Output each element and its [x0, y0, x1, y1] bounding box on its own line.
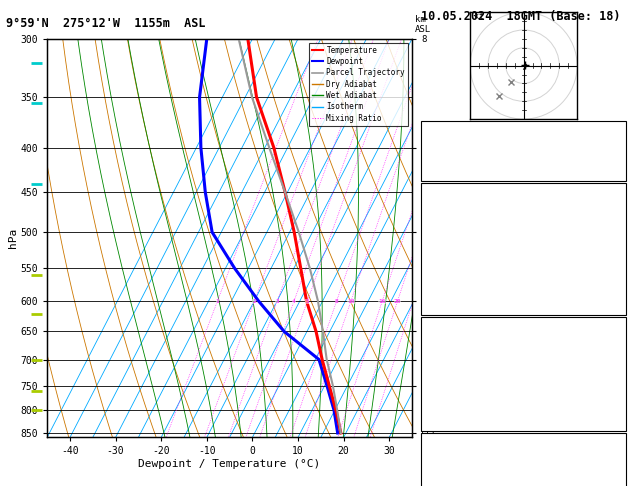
Text: © weatheronline.co.uk: © weatheronline.co.uk: [467, 474, 580, 483]
Text: SREH: SREH: [429, 471, 452, 480]
Text: Temp (°C): Temp (°C): [429, 203, 481, 212]
Text: 33: 33: [608, 124, 620, 133]
Text: 347: 347: [603, 355, 620, 364]
Text: -0: -0: [608, 452, 620, 462]
Text: Hodograph: Hodograph: [498, 434, 550, 443]
Legend: Temperature, Dewpoint, Parcel Trajectory, Dry Adiabat, Wet Adiabat, Isotherm, Mi: Temperature, Dewpoint, Parcel Trajectory…: [309, 43, 408, 125]
Text: Surface: Surface: [504, 184, 544, 193]
Text: km
ASL: km ASL: [415, 15, 431, 34]
Text: 1: 1: [614, 258, 620, 267]
Text: 4: 4: [292, 299, 296, 304]
Text: 0: 0: [614, 277, 620, 286]
Text: Most Unstable: Most Unstable: [487, 318, 562, 328]
Text: 18.9: 18.9: [596, 203, 620, 212]
Text: Mixing Ratio (g/kg): Mixing Ratio (g/kg): [436, 191, 445, 286]
Text: EH: EH: [429, 452, 440, 462]
Text: 41: 41: [608, 142, 620, 152]
Text: 0: 0: [614, 374, 620, 383]
Text: θₑ (K): θₑ (K): [429, 355, 464, 364]
Y-axis label: hPa: hPa: [8, 228, 18, 248]
Text: Totals Totals: Totals Totals: [429, 142, 504, 152]
Text: CAPE (J): CAPE (J): [429, 277, 475, 286]
Text: 0: 0: [614, 295, 620, 304]
Text: Lifted Index: Lifted Index: [429, 374, 498, 383]
Text: 2: 2: [252, 299, 256, 304]
Text: K: K: [429, 124, 435, 133]
Text: CIN (J): CIN (J): [429, 411, 469, 420]
Text: Dewp (°C): Dewp (°C): [429, 221, 481, 230]
Text: Pressure (mb): Pressure (mb): [429, 337, 504, 346]
Text: PW (cm): PW (cm): [429, 161, 469, 170]
Text: CAPE (J): CAPE (J): [429, 392, 475, 401]
Text: 8: 8: [335, 299, 338, 304]
Text: 5: 5: [306, 299, 309, 304]
Text: Lifted Index: Lifted Index: [429, 258, 498, 267]
Text: θₑ(K): θₑ(K): [429, 240, 458, 249]
Text: 2: 2: [614, 392, 620, 401]
Text: 18.2: 18.2: [596, 221, 620, 230]
Text: 16: 16: [379, 299, 386, 304]
Text: 20: 20: [394, 299, 401, 304]
Text: CIN (J): CIN (J): [429, 295, 469, 304]
Text: 3: 3: [276, 299, 279, 304]
Text: 10: 10: [347, 299, 355, 304]
Text: 9°59'N  275°12'W  1155m  ASL: 9°59'N 275°12'W 1155m ASL: [6, 17, 206, 30]
X-axis label: Dewpoint / Temperature (°C): Dewpoint / Temperature (°C): [138, 459, 321, 469]
Text: 850: 850: [603, 337, 620, 346]
Text: 346: 346: [603, 240, 620, 249]
Text: 10.05.2024  18GMT (Base: 18): 10.05.2024 18GMT (Base: 18): [421, 10, 621, 23]
Text: kt: kt: [474, 12, 484, 21]
Text: 80: 80: [608, 411, 620, 420]
Text: 4: 4: [614, 471, 620, 480]
Text: 3.68: 3.68: [596, 161, 620, 170]
Text: 1: 1: [216, 299, 220, 304]
